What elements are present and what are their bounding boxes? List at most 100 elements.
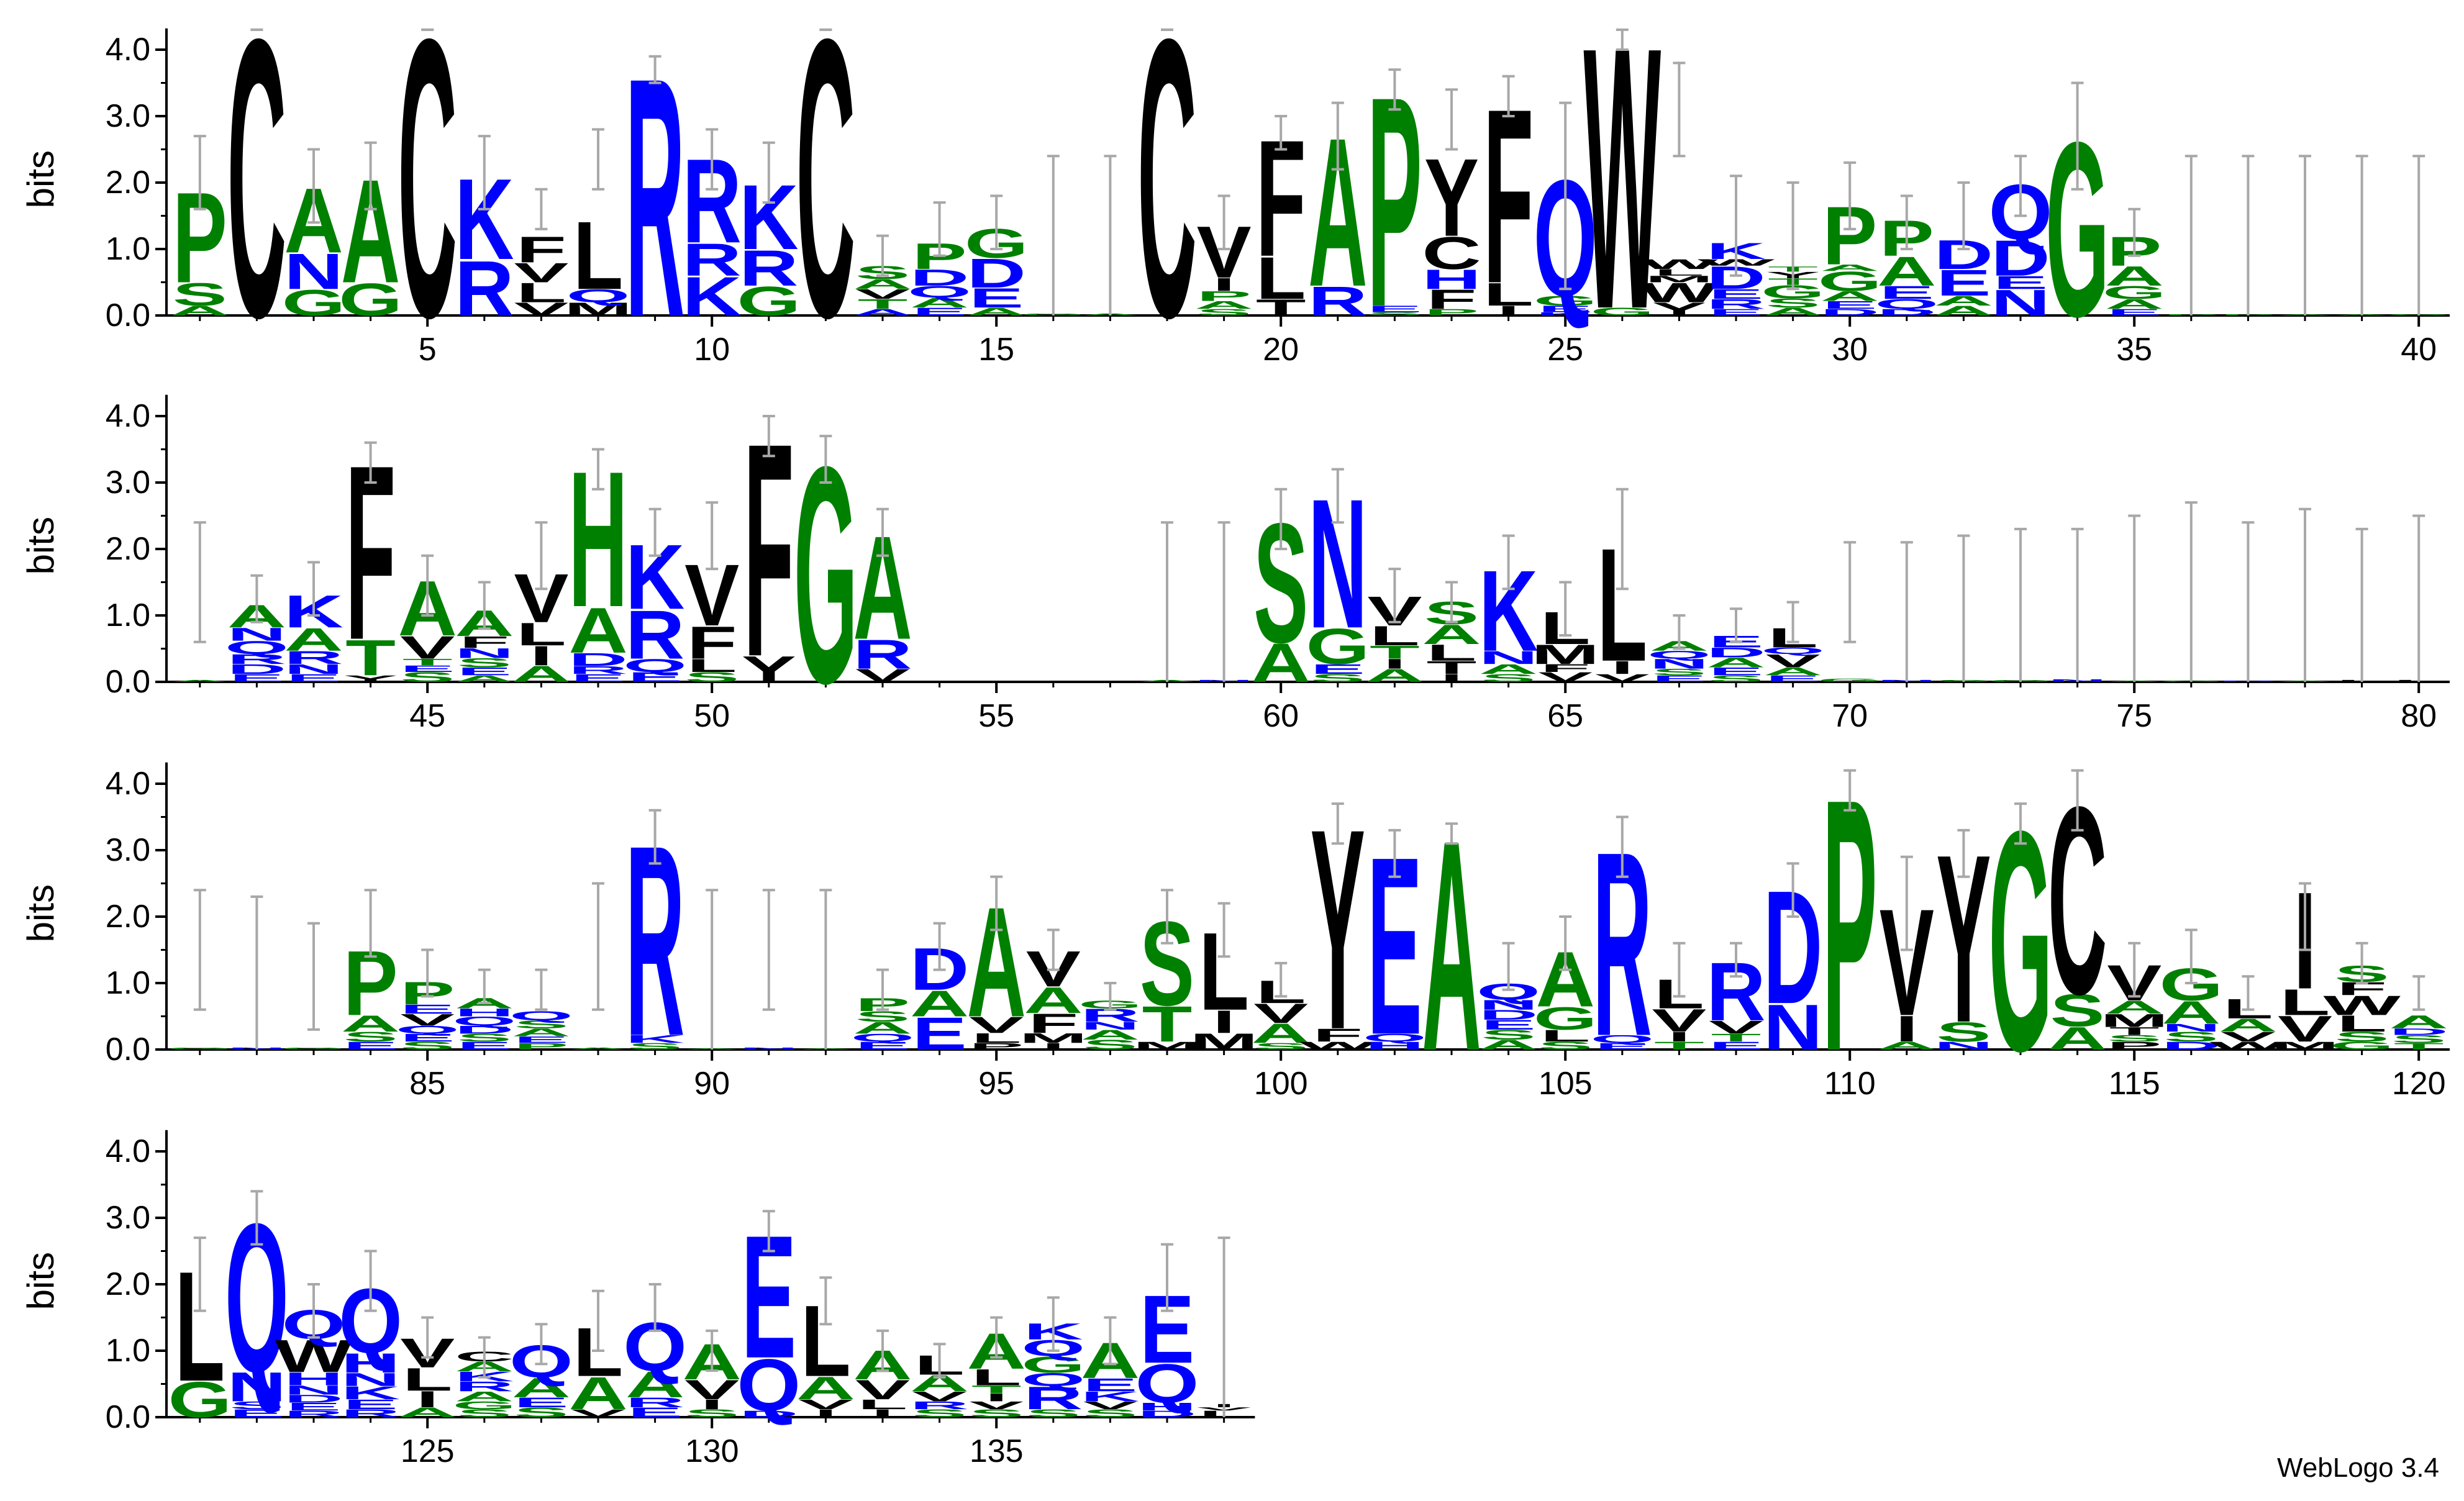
error-bar [706,889,719,1050]
logo-letter: V [912,1389,967,1404]
logo-letter: V [684,1374,739,1405]
x-tick-label: 70 [1832,698,1868,734]
error-bar [2299,507,2311,682]
logo-stack: SEP [1367,34,1422,370]
logo-letter: T [345,630,396,686]
logo-letter: S [2164,1029,2219,1045]
logo-letter: L [516,616,566,652]
error-bar [592,448,604,491]
logo-letter: L [1370,620,1420,651]
logo-stack: ASC [2048,750,2107,1056]
logo-letter: S [1367,311,1422,316]
logo-stack: G [2387,155,2451,316]
error-bar [1388,828,1401,878]
x-tick-label: 75 [2116,698,2152,734]
logo-letter: A [853,307,912,318]
logo-letter: A [1479,1037,1538,1053]
logo-stack: EREDWK [1698,175,1775,318]
logo-letter: G [1021,1352,1085,1378]
logo-letter: K [1536,311,1595,316]
logo-letter: A [1081,1027,1140,1043]
error-bar [2242,975,2255,1011]
logo-letter: L [858,1397,908,1412]
x-tick-label: 55 [978,698,1014,734]
logo-letter: Q [566,286,630,306]
logo-stack: ASP [170,135,229,319]
error-bar [1104,155,1117,315]
logo-stack: A [796,889,855,1050]
logo-stack: G [2045,81,2109,369]
logo-letter: T [2394,1041,2444,1052]
y-axis-label: bits [20,517,61,574]
x-tick-label: 100 [1254,1066,1308,1102]
logo-letter: S [457,1032,512,1044]
logo-letter: R [284,647,343,668]
logo-stack: G [1989,527,2052,682]
error-bar [364,441,377,484]
error-bar [933,1343,946,1379]
logo-letter: E [1709,307,1763,318]
x-tick-label: 40 [2401,332,2437,368]
error-bar [706,128,719,191]
logo-letter: R [455,245,514,333]
error-bar [478,968,491,1005]
y-tick-label: 2.0 [106,531,150,567]
error-bar [2412,155,2425,315]
logo-stack: VIL [1595,487,1650,695]
error-bar [421,1316,434,1359]
y-tick-label: 1.0 [106,1333,150,1369]
logo-stack: LVI [1197,1236,1252,1419]
logo-stack: ND [1763,856,1822,1063]
logo-letter: I [1497,303,1520,319]
error-bar [2412,975,2425,1011]
logo-letter: S [457,1407,512,1420]
logo-letter: I [1383,656,1406,672]
error-bar [2014,802,2027,845]
logo-letter: L [402,1362,453,1398]
error-bar [2014,527,2027,682]
logo-letter: G [168,1047,232,1050]
logo-letter: V [2278,1008,2332,1050]
error-bar [648,507,661,557]
logo-letter: A [284,622,343,658]
error-bar [1275,487,1288,550]
x-tick-label: 15 [978,332,1014,368]
logo-letter: V [855,286,910,302]
logo-letter: N [341,1369,400,1390]
x-tick-label: 125 [401,1433,455,1469]
logo-letter: T [1711,1032,1762,1044]
error-bar [706,501,719,571]
logo-letter: G [1590,306,1654,318]
error-bar [990,875,1003,932]
x-tick-label: 120 [2392,1066,2446,1102]
logo-letter: V [798,1397,853,1412]
logo-letter: E [457,665,512,678]
logo-letter: A [2105,296,2164,312]
error-bar [2071,769,2084,832]
y-tick-label: 0.0 [106,1399,150,1435]
logo-letter: V [571,1407,625,1420]
logo-letter: V [514,299,568,319]
error-bar [2355,155,2368,315]
error-bar [1730,175,1742,277]
logo-letter: V [400,1011,455,1030]
logo-letter: D [284,1392,343,1405]
logo-letter: S [1766,296,1821,310]
logo-letter: N [1479,647,1538,668]
logo-letter: M [1645,274,1713,284]
error-bar [1161,1243,1173,1312]
error-bar [1104,982,1117,1011]
logo-letter: A [796,1370,855,1406]
error-bar [2299,882,2311,951]
error-bar [478,135,491,211]
logo-letter: F [1028,1008,1078,1039]
x-tick-label: 105 [1539,1066,1593,1102]
weblogo-credit: WebLogo 3.4 [2277,1453,2439,1483]
